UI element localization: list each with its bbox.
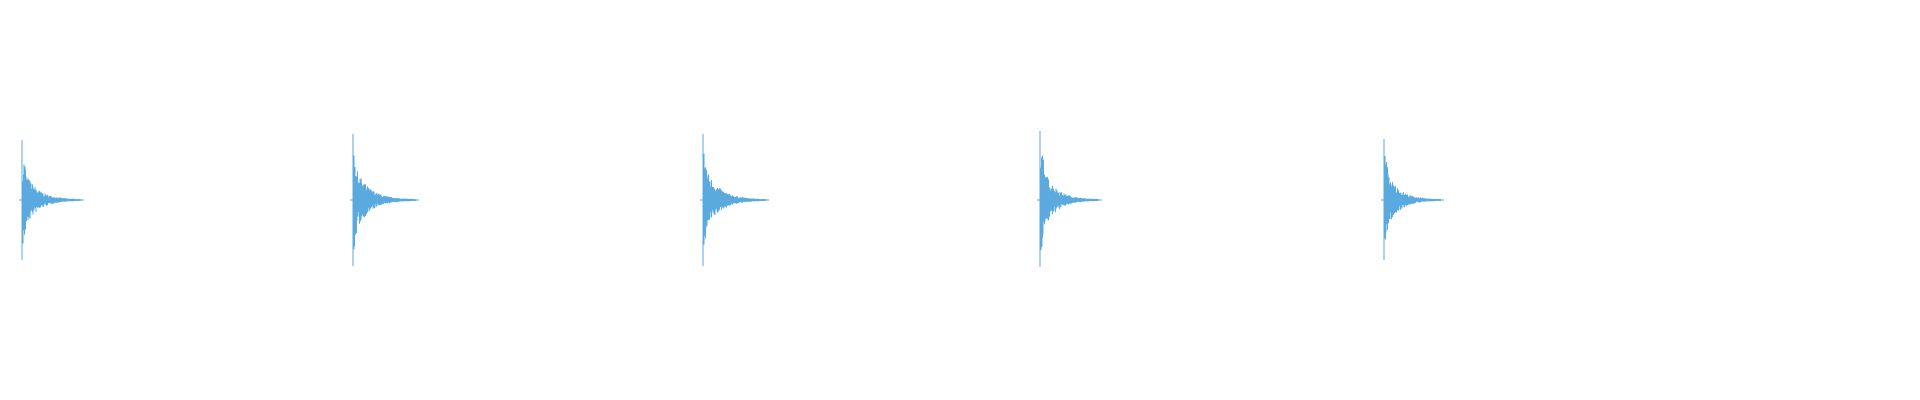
audio-burst	[1381, 139, 1444, 260]
audio-burst	[1037, 131, 1102, 267]
audio-burst	[350, 134, 419, 266]
audio-burst	[19, 140, 84, 260]
audio-burst	[700, 134, 769, 266]
